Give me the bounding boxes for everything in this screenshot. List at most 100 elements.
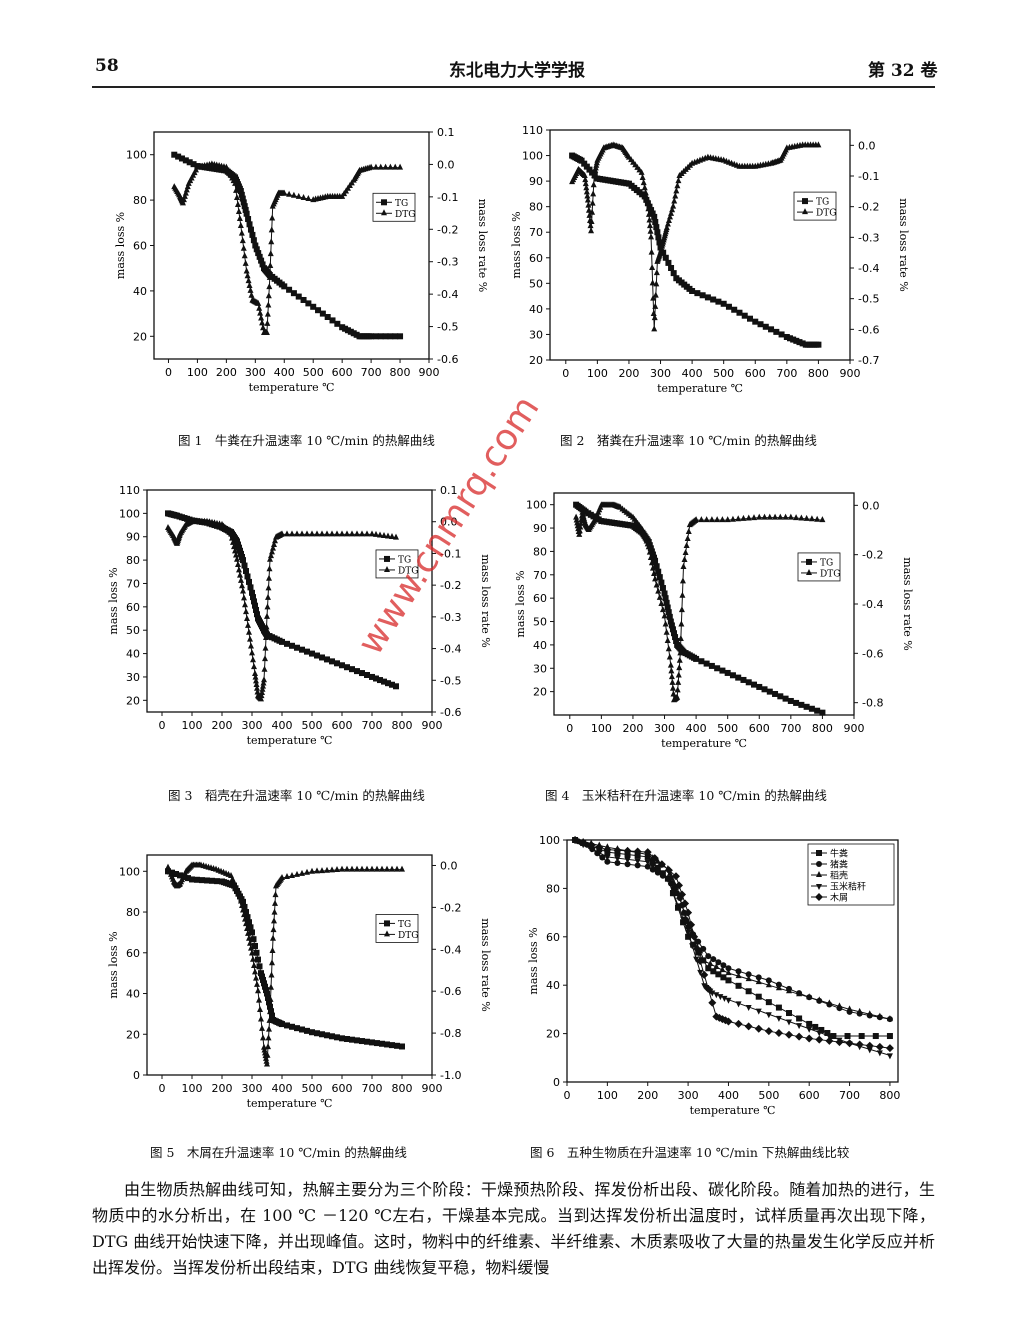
- data-point-牛粪: [745, 988, 752, 995]
- data-point-木屑: [785, 1030, 794, 1039]
- x-tick-label: 800: [879, 1089, 900, 1102]
- data-point-DTG: [693, 516, 700, 523]
- data-point-木屑: [657, 860, 666, 869]
- data-point-猪粪: [705, 953, 712, 960]
- data-point-TG: [249, 231, 256, 238]
- data-point-TG: [294, 1025, 300, 1032]
- x-tick-label: 0: [566, 722, 573, 735]
- data-point-DTG: [587, 222, 594, 229]
- x-tick-label: 500: [758, 1089, 779, 1102]
- data-point-TG: [369, 1039, 375, 1046]
- x-axis-label: temperature ℃: [247, 734, 333, 747]
- data-point-TG: [334, 1034, 340, 1041]
- series-markers-木屑: [571, 836, 894, 1053]
- data-point-玉米秸秆: [876, 1050, 883, 1057]
- y2-tick-label: -0.7: [858, 354, 879, 367]
- legend-label: DTG: [398, 931, 418, 941]
- data-point-DTG: [228, 530, 234, 537]
- data-point-DTG: [234, 200, 241, 207]
- data-point-TG: [237, 188, 244, 195]
- data-point-TG: [286, 286, 293, 293]
- journal-name: 东北电力大学学报: [449, 61, 585, 81]
- data-point-DTG: [263, 623, 270, 630]
- data-point-稻壳: [670, 879, 677, 886]
- data-point-TG: [349, 666, 355, 673]
- data-point-DTG: [364, 530, 370, 537]
- x-tick-label: 800: [808, 367, 829, 380]
- y-axis-label: mass loss %: [510, 211, 523, 278]
- data-point-DTG: [577, 523, 584, 530]
- y2-tick-label: -0.8: [440, 1027, 461, 1040]
- data-point-DTG: [245, 621, 251, 628]
- data-point-DTG: [576, 527, 583, 534]
- data-point-DTG: [294, 530, 300, 537]
- data-point-木屑: [571, 836, 580, 844]
- x-tick-label: 300: [650, 367, 671, 380]
- data-point-TG: [252, 242, 259, 249]
- data-point-DTG: [234, 555, 240, 562]
- data-point-TG: [284, 640, 290, 647]
- data-point-DTG: [645, 210, 652, 217]
- data-point-DTG: [646, 548, 653, 555]
- data-point-TG: [652, 219, 659, 225]
- data-point-TG: [236, 544, 242, 551]
- data-point-玉米秸秆: [644, 859, 651, 866]
- x-tick-label: 400: [274, 366, 295, 379]
- data-point-DTG: [652, 291, 659, 298]
- legend-box: [793, 191, 837, 221]
- data-point-DTG: [645, 543, 652, 550]
- data-point-DTG: [646, 216, 653, 223]
- data-point-DTG: [665, 216, 672, 223]
- data-point-DTG: [674, 686, 681, 693]
- series-line-DTG: [575, 504, 823, 702]
- data-point-DTG: [268, 983, 274, 990]
- y2-tick-label: -0.5: [858, 293, 879, 306]
- data-point-牛粪: [685, 933, 692, 940]
- data-point-DTG: [260, 682, 266, 689]
- data-point-牛粪: [720, 974, 727, 981]
- series-line-TG: [575, 504, 823, 714]
- data-point-DTG: [663, 224, 670, 231]
- data-point-DTG: [266, 574, 272, 581]
- data-point-玉米秸秆: [649, 864, 656, 871]
- data-point-DTG: [265, 593, 271, 600]
- data-point-TG: [787, 335, 793, 342]
- data-point-TG: [262, 983, 268, 990]
- y2-tick-label: -0.1: [858, 170, 879, 183]
- y-tick-label: 50: [126, 624, 140, 637]
- data-point-TG: [249, 929, 255, 936]
- y-tick-label: 20: [133, 330, 147, 343]
- data-point-DTG: [669, 206, 676, 213]
- data-point-DTG: [377, 531, 383, 538]
- data-point-稻壳: [856, 1007, 863, 1014]
- data-point-TG: [173, 871, 179, 878]
- data-point-TG: [247, 226, 254, 233]
- data-point-DTG: [647, 222, 653, 229]
- data-point-TG: [798, 701, 805, 708]
- data-point-TG: [305, 300, 312, 307]
- data-point-DTG: [299, 869, 305, 876]
- data-point-TG: [238, 191, 245, 198]
- data-point-DTG: [271, 540, 277, 547]
- data-point-DTG: [577, 519, 584, 526]
- data-point-稻壳: [745, 975, 752, 982]
- data-point-TG: [243, 568, 249, 575]
- y-tick-label: 100: [522, 150, 543, 163]
- data-point-DTG: [641, 184, 648, 191]
- x-tick-label: 200: [212, 719, 233, 732]
- data-point-玉米秸秆: [725, 997, 732, 1004]
- data-point-TG: [369, 673, 375, 680]
- x-axis-label: temperature ℃: [690, 1104, 776, 1117]
- data-point-DTG: [576, 530, 583, 537]
- data-point-DTG: [243, 920, 249, 927]
- data-point-稻壳: [735, 972, 742, 979]
- data-point-TG: [719, 667, 726, 674]
- data-point-木屑: [885, 1044, 894, 1053]
- data-point-TG: [185, 875, 191, 882]
- data-point-TG: [761, 686, 768, 693]
- x-tick-label: 800: [392, 719, 413, 732]
- data-point-DTG: [243, 608, 249, 615]
- data-point-DTG: [671, 197, 678, 204]
- data-point-木屑: [664, 866, 673, 875]
- data-point-木屑: [734, 1019, 743, 1028]
